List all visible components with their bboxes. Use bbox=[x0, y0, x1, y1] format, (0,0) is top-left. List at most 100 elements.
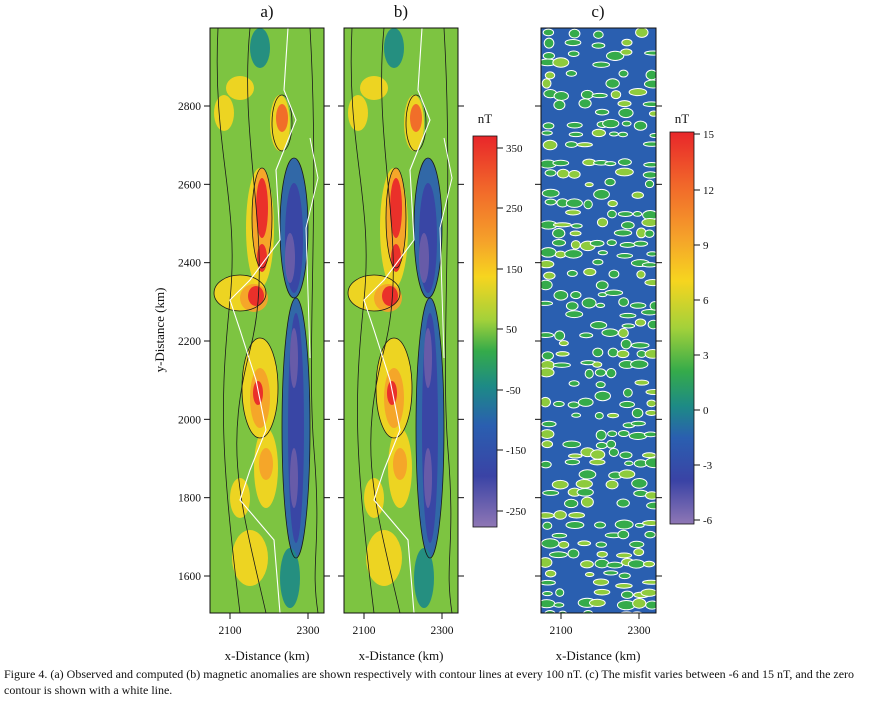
zero-contour-cell bbox=[565, 301, 579, 311]
zero-contour-cell bbox=[649, 132, 656, 139]
zero-contour-cell bbox=[571, 223, 583, 229]
zero-contour-cell bbox=[592, 578, 610, 586]
zero-contour-cell bbox=[578, 98, 592, 109]
zero-contour-cell bbox=[542, 489, 560, 496]
zero-contour-cell bbox=[568, 620, 583, 625]
positive-anomaly bbox=[393, 448, 407, 480]
zero-contour-cell bbox=[618, 69, 629, 78]
zero-contour-cell bbox=[584, 368, 594, 379]
y-tick-label: 2200 bbox=[178, 336, 201, 348]
zero-contour-cell bbox=[644, 530, 656, 539]
zero-contour-cell bbox=[564, 39, 582, 47]
zero-contour-cell bbox=[617, 158, 632, 166]
colorbar-tick-label: 350 bbox=[506, 143, 523, 155]
zero-contour-cell bbox=[620, 338, 632, 350]
zero-contour-cell bbox=[595, 302, 606, 308]
zero-contour-cell bbox=[629, 540, 645, 549]
colorbar-unit-label: nT bbox=[478, 111, 493, 126]
zero-contour-cell bbox=[603, 570, 619, 576]
zero-contour-cell bbox=[571, 412, 582, 418]
zero-contour-cell bbox=[630, 359, 649, 369]
y-axis-label: y-Distance (km) bbox=[152, 288, 167, 373]
zero-contour-cell bbox=[577, 540, 592, 547]
zero-contour-cell bbox=[592, 361, 603, 368]
x-axis-label: x-Distance (km) bbox=[225, 648, 310, 663]
zero-contour-cell bbox=[555, 351, 570, 357]
zero-contour-cell bbox=[618, 469, 636, 479]
zero-contour-cell bbox=[555, 588, 565, 597]
colorbar-tick-label: -6 bbox=[703, 515, 713, 527]
zero-contour-cell bbox=[553, 510, 567, 520]
zero-contour-cell bbox=[619, 451, 633, 460]
zero-contour-cell bbox=[544, 609, 556, 613]
zero-contour-cell bbox=[583, 267, 597, 277]
negative-anomaly bbox=[290, 448, 298, 508]
zero-contour-cell bbox=[633, 120, 648, 131]
coastline bbox=[363, 28, 431, 613]
zero-contour-cell bbox=[568, 511, 586, 519]
negative-anomaly bbox=[419, 233, 429, 283]
zero-contour-cell bbox=[642, 141, 656, 147]
zero-contour-cell bbox=[604, 177, 616, 187]
zero-contour-cell bbox=[601, 328, 619, 337]
zero-contour-cell bbox=[554, 330, 566, 341]
zero-contour-cell bbox=[569, 230, 582, 237]
zero-contour-cell bbox=[631, 477, 648, 489]
panel-frame bbox=[209, 27, 325, 614]
y-tick-label: 2000 bbox=[178, 414, 201, 426]
contour-line bbox=[405, 94, 427, 152]
zero-contour-cell bbox=[552, 362, 571, 368]
misfit-map-c bbox=[541, 28, 658, 629]
colorbar-tick-label: -150 bbox=[506, 445, 527, 457]
zero-contour-cell bbox=[541, 279, 553, 291]
zero-contour-cell bbox=[594, 108, 610, 116]
zero-contour-cell bbox=[568, 169, 581, 179]
zero-contour-cell bbox=[558, 540, 570, 549]
zero-contour-cell bbox=[630, 420, 646, 427]
zero-contour-cell bbox=[594, 390, 611, 402]
contour-line bbox=[236, 28, 267, 613]
colorbar-unit-label: nT bbox=[675, 111, 690, 126]
zero-contour-cell bbox=[542, 590, 553, 597]
zero-contour-cell bbox=[592, 61, 611, 68]
zero-contour-cell bbox=[615, 582, 633, 589]
zero-contour-cell bbox=[578, 624, 596, 628]
zero-contour-cell bbox=[595, 381, 606, 389]
zero-contour-cell bbox=[544, 569, 557, 578]
zero-contour-cell bbox=[541, 260, 555, 269]
positive-anomaly bbox=[387, 381, 397, 405]
zero-contour-cell bbox=[616, 349, 630, 359]
zero-contour-cell bbox=[642, 101, 656, 108]
zero-contour-cell bbox=[543, 271, 556, 280]
negative-anomaly bbox=[424, 448, 432, 508]
zero-contour-cell bbox=[553, 90, 569, 101]
zero-contour-cell bbox=[636, 270, 646, 279]
zero-contour-cell bbox=[593, 30, 604, 39]
zero-contour-cell bbox=[544, 71, 556, 80]
negative-anomaly bbox=[285, 233, 295, 283]
zero-contour-cell bbox=[541, 579, 556, 586]
zero-contour-cell bbox=[554, 250, 567, 259]
contour-line bbox=[279, 157, 309, 299]
zero-contour-cell bbox=[597, 250, 608, 256]
zero-contour-cell bbox=[579, 332, 594, 339]
y-tick-label: 2400 bbox=[178, 258, 201, 270]
panel-label: b) bbox=[394, 2, 408, 21]
zero-contour-cell bbox=[617, 529, 630, 540]
zero-contour-cell bbox=[606, 50, 625, 61]
zero-contour-cell bbox=[541, 460, 552, 469]
x-tick-label: 2100 bbox=[550, 625, 573, 637]
zero-contour-cell bbox=[596, 217, 609, 228]
zero-contour-cell bbox=[591, 128, 606, 138]
zero-contour-cell bbox=[570, 240, 581, 250]
zero-contour-cell bbox=[542, 122, 555, 130]
zero-contour-cell bbox=[541, 351, 554, 361]
zero-contour-cell bbox=[608, 269, 620, 279]
zero-contour-cell bbox=[650, 620, 658, 629]
zero-contour-cell bbox=[593, 588, 611, 596]
positive-anomaly bbox=[366, 530, 402, 586]
zero-contour-cell bbox=[542, 52, 556, 60]
negative-anomaly bbox=[280, 548, 300, 608]
zero-contour-cell bbox=[580, 560, 594, 569]
colorbar-tick-label: -250 bbox=[506, 506, 527, 518]
